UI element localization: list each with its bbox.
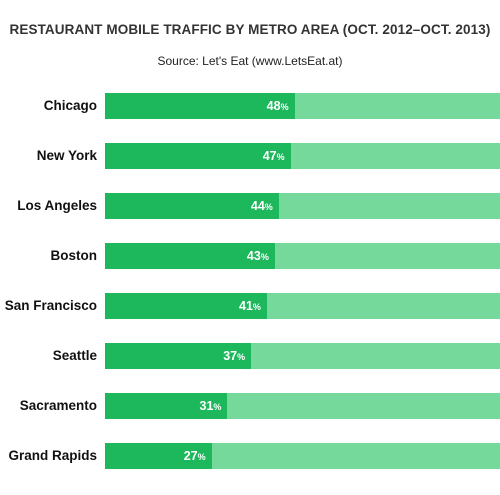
category-label: Chicago [43, 98, 97, 113]
value-unit: % [276, 152, 285, 162]
value-number: 31 [199, 399, 214, 413]
bar-row: Los Angeles 44% [0, 193, 500, 219]
value-label: 47% [105, 143, 285, 169]
value-label: 31% [105, 393, 222, 419]
category-label: Los Angeles [17, 198, 97, 213]
chart-subtitle: Source: Let's Eat (www.LetsEat.at) [157, 54, 343, 68]
category-label: Seattle [52, 348, 97, 363]
value-number: 47 [262, 149, 277, 163]
value-label: 27% [105, 443, 206, 469]
value-number: 48 [266, 99, 281, 113]
value-number: 27 [183, 449, 198, 463]
bar-row: Grand Rapids 27% [0, 443, 500, 469]
value-number: 37 [223, 349, 238, 363]
value-unit: % [213, 402, 222, 412]
bar [105, 243, 275, 269]
category-label: Grand Rapids [8, 448, 97, 463]
value-number: 44 [250, 199, 265, 213]
value-label: 48% [105, 93, 289, 119]
chart-title: RESTAURANT MOBILE TRAFFIC BY METRO AREA … [9, 22, 491, 37]
bar [105, 393, 228, 419]
value-label: 37% [105, 343, 245, 369]
bar-row: Chicago 48% [0, 93, 500, 119]
bar [105, 293, 267, 319]
value-unit: % [252, 302, 261, 312]
value-unit: % [264, 202, 273, 212]
bar [105, 343, 252, 369]
bar [105, 443, 212, 469]
bar-row: Sacramento 31% [0, 393, 500, 419]
value-number: 41 [239, 299, 253, 313]
bar-row: Boston 43% [0, 243, 500, 269]
category-label: Boston [50, 248, 98, 263]
bar [105, 93, 295, 119]
value-label: 44% [105, 193, 273, 219]
value-unit: % [197, 452, 206, 462]
bar-row: New York 47% [0, 143, 500, 169]
value-unit: % [260, 252, 269, 262]
value-label: 43% [105, 243, 269, 269]
value-unit: % [237, 352, 246, 362]
value-unit: % [280, 102, 289, 112]
bar-row: Seattle 37% [0, 343, 500, 369]
bar [105, 193, 279, 219]
value-number: 43 [246, 249, 261, 263]
bar [105, 143, 291, 169]
bar-row: San Francisco 41% [0, 293, 500, 319]
value-label: 41% [105, 293, 261, 319]
category-label: New York [36, 148, 97, 163]
category-label: Sacramento [19, 398, 97, 413]
category-label: San Francisco [4, 298, 97, 313]
